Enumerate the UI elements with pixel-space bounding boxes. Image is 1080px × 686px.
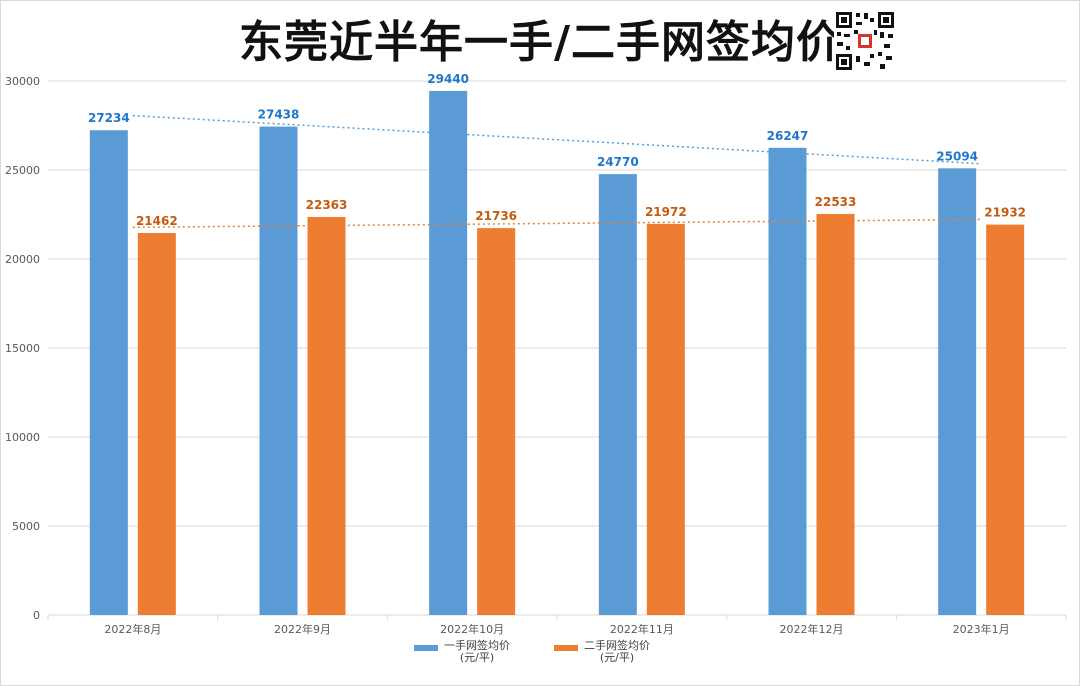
y-tick-label: 0 <box>33 609 40 622</box>
x-tick-label: 2022年12月 <box>780 622 844 636</box>
x-tick-label: 2022年11月 <box>610 622 674 636</box>
qr-code-icon <box>834 10 896 72</box>
data-label-series2: 21932 <box>984 206 1026 220</box>
data-label-series2: 21462 <box>136 214 178 228</box>
bar-series2 <box>986 224 1025 615</box>
data-label-series2: 22363 <box>306 198 348 212</box>
y-tick-label: 30000 <box>5 75 40 88</box>
legend-swatch-series1 <box>414 645 438 651</box>
bar-series2 <box>646 223 685 615</box>
x-tick-label: 2022年8月 <box>104 622 161 636</box>
legend-swatch-series2 <box>554 645 578 651</box>
legend-item-series1: 一手网签均价 (元/平) <box>414 640 510 664</box>
legend-label-series2: 二手网签均价 <box>584 639 650 652</box>
data-label-series1: 27234 <box>88 111 130 125</box>
trendline-series2 <box>132 218 982 229</box>
bar-series1 <box>429 90 468 615</box>
y-tick-label: 5000 <box>12 520 40 533</box>
bar-series1 <box>259 126 298 615</box>
bar-series2 <box>307 216 346 615</box>
bar-series1 <box>89 130 128 615</box>
data-label-series1: 27438 <box>258 108 300 122</box>
x-tick-label: 2022年10月 <box>440 622 504 636</box>
bar-series1 <box>768 147 807 615</box>
bar-series1 <box>598 174 637 615</box>
legend-unit-series2: (元/平) <box>599 651 635 664</box>
bar-series2 <box>477 228 516 616</box>
bar-series2 <box>137 232 176 616</box>
chart-title: 东莞近半年一手/二手网签均价 <box>238 17 842 68</box>
y-tick-label: 20000 <box>5 253 40 266</box>
legend-item-series2: 二手网签均价 (元/平) <box>554 640 650 664</box>
x-tick-label: 2022年9月 <box>274 622 331 636</box>
data-label-series1: 25094 <box>936 149 978 163</box>
data-label-series2: 21972 <box>645 205 687 219</box>
legend-label-series1: 一手网签均价 <box>444 639 510 652</box>
y-tick-label: 25000 <box>5 164 40 177</box>
trendline-series1 <box>132 114 982 165</box>
x-tick-label: 2023年1月 <box>953 622 1010 636</box>
bar-series1 <box>938 168 977 616</box>
data-label-series1: 29440 <box>427 72 469 86</box>
data-label-series2: 21736 <box>475 209 517 223</box>
y-tick-label: 10000 <box>5 431 40 444</box>
legend-unit-series1: (元/平) <box>459 651 495 664</box>
data-label-series1: 24770 <box>597 155 639 169</box>
bar-series2 <box>816 213 855 615</box>
y-tick-label: 15000 <box>5 342 40 355</box>
data-label-series1: 26247 <box>767 129 809 143</box>
data-label-series2: 22533 <box>815 195 857 209</box>
